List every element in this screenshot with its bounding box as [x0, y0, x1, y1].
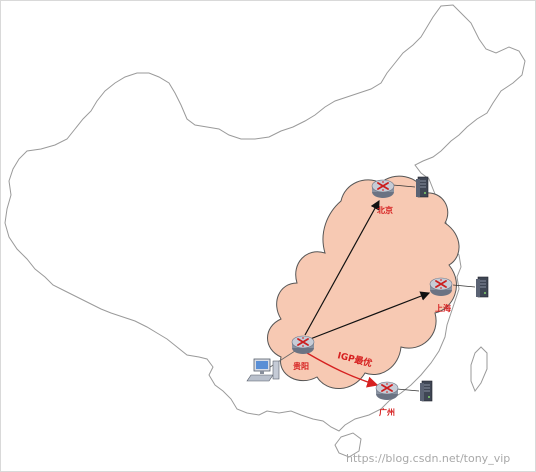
link-guiyang-guangzhou	[306, 352, 379, 388]
hainan-island	[334, 432, 362, 458]
label-shanghai: 上海	[435, 303, 451, 313]
network-cloud	[267, 175, 460, 389]
link-guiyang-beijing	[304, 199, 380, 336]
link-shanghai-server	[452, 284, 476, 288]
router-icon	[375, 381, 399, 401]
router-guiyang[interactable]	[291, 335, 315, 355]
link-beijing-server	[392, 184, 416, 188]
computer-icon	[246, 358, 280, 382]
label-guiyang: 贵阳	[293, 361, 309, 371]
server-beijing[interactable]	[415, 176, 429, 198]
router-icon	[291, 335, 315, 355]
label-guangzhou: 广州	[379, 407, 395, 417]
watermark-text: https://blog.csdn.net/tony_vip	[346, 452, 510, 465]
server-icon	[475, 276, 489, 298]
server-icon	[419, 380, 433, 402]
taiwan-island	[470, 346, 488, 393]
router-beijing[interactable]	[371, 179, 395, 199]
router-guangzhou[interactable]	[375, 381, 399, 401]
link-pc-guiyang	[266, 350, 296, 370]
router-icon	[371, 179, 395, 199]
link-guangzhou-server	[396, 388, 420, 392]
link-guiyang-shanghai	[304, 291, 431, 342]
router-shanghai[interactable]	[429, 277, 453, 297]
server-icon	[415, 176, 429, 198]
pc-client[interactable]	[246, 358, 280, 382]
server-shanghai[interactable]	[475, 276, 489, 298]
router-icon	[429, 277, 453, 297]
server-guangzhou[interactable]	[419, 380, 433, 402]
label-beijing: 北京	[377, 205, 393, 215]
